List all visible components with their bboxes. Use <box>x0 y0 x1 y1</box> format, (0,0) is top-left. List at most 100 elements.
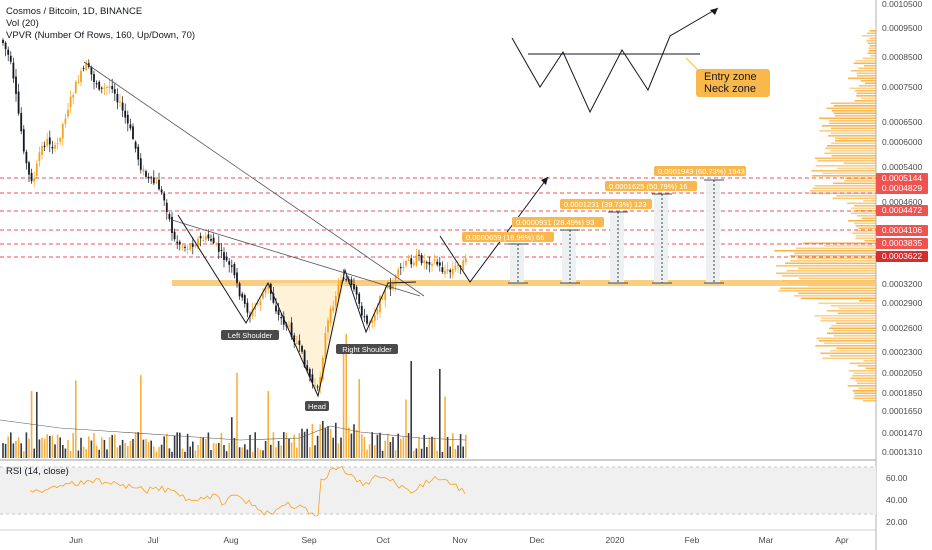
rsi-axis[interactable]: 60.00 40.00 20.00 <box>886 473 908 527</box>
volume-bar <box>270 444 272 458</box>
volume-bar <box>280 445 282 458</box>
volume-bar <box>90 440 93 458</box>
vpvr-bar <box>864 82 876 85</box>
entry-zone-callout: Entry zone Neck zone <box>696 69 770 97</box>
volume-bar <box>150 440 152 458</box>
candle-body <box>428 261 431 265</box>
volume-bar <box>262 450 264 458</box>
candle-body <box>15 76 17 94</box>
volume-bar <box>267 390 269 458</box>
candle-body <box>35 163 38 177</box>
volume-bar <box>129 440 132 458</box>
volume-bar <box>348 427 350 458</box>
vpvr-bar <box>780 287 876 290</box>
volume-legend[interactable]: Vol (20) <box>6 18 39 29</box>
candle-body <box>168 213 171 220</box>
trendline-2 <box>171 219 421 297</box>
vpvr-bar <box>817 160 876 162</box>
volume-bar <box>166 433 168 458</box>
volume-bar <box>337 443 340 458</box>
vpvr-bar <box>863 200 876 202</box>
vpvr-bar <box>814 157 876 160</box>
vpvr-bar <box>860 97 876 100</box>
candle-body <box>74 81 77 93</box>
candle-body <box>116 93 119 103</box>
candle-body <box>61 124 64 139</box>
volume-bar <box>272 432 275 458</box>
volume-bar <box>202 437 204 458</box>
candle-body <box>371 320 374 324</box>
candle-body <box>345 279 348 281</box>
vpvr-bar <box>831 142 876 145</box>
vpvr-bar <box>868 47 876 50</box>
projection-column <box>654 194 668 283</box>
candle-body <box>397 269 400 277</box>
time-axis[interactable]: Jun Jul Aug Sep Oct Nov Dec 2020 Feb Mar Apr <box>69 535 849 545</box>
volume-bar <box>56 434 59 458</box>
volume-bar <box>38 439 41 458</box>
candle-body <box>12 62 15 79</box>
vpvr-bar <box>829 122 876 125</box>
candle-body <box>355 286 358 295</box>
candle-body <box>197 238 199 247</box>
candle-body <box>446 268 449 272</box>
volume-bar <box>46 434 48 458</box>
volume-bar <box>454 449 457 458</box>
volume-bar <box>327 426 329 458</box>
vpvr-bar <box>793 295 876 297</box>
projection-label: 0.0000931 (28.49%) 93 <box>516 218 594 227</box>
volume-bar <box>397 433 399 458</box>
volume-bar <box>59 437 61 458</box>
volume-bar <box>322 420 324 458</box>
vpvr-legend[interactable]: VPVR (Number Of Rows, 160, Up/Down, 70) <box>6 30 196 41</box>
candle-body <box>386 286 389 288</box>
time-tick-label: Jun <box>69 535 83 545</box>
candle-body <box>233 263 236 276</box>
volume-bar <box>173 435 176 458</box>
volume-bar <box>358 378 360 458</box>
vpvr-bar <box>855 225 876 227</box>
vpvr-bar <box>812 175 876 177</box>
candle-body <box>457 264 459 266</box>
volume-bar <box>163 436 165 458</box>
candle-body <box>199 236 202 239</box>
volume-bar <box>444 396 446 458</box>
projection-label: 0.0001625 (50.79%) 16 <box>609 182 687 191</box>
symbol-legend[interactable]: Cosmos / Bitcoin, 1D, BINANCE <box>6 6 143 17</box>
price-level-tag: 0.0004829 <box>876 183 928 194</box>
volume-bar <box>54 444 56 458</box>
candle-body <box>251 309 254 317</box>
candle-body <box>111 85 114 90</box>
candle-body <box>132 126 134 139</box>
candle-body <box>145 171 147 177</box>
volume-bar <box>353 424 355 458</box>
price-level-tag: 0.0004472 <box>876 205 928 216</box>
price-tick-label: 0.0007500 <box>882 82 922 92</box>
candle-body <box>100 87 103 89</box>
candle-body <box>186 248 189 250</box>
svg-text:Head: Head <box>308 402 326 411</box>
candle-body <box>363 316 366 318</box>
projection-label: 0.0000659 (16.99%) 66 <box>466 233 544 242</box>
volume-bar <box>285 432 288 458</box>
candle-body <box>152 177 155 184</box>
candle-body <box>93 74 95 82</box>
vpvr-bar <box>858 227 876 230</box>
volume-bar <box>111 434 113 458</box>
vpvr-bar <box>852 390 876 392</box>
rsi-tick-label: 20.00 <box>886 517 908 527</box>
candle-body <box>9 55 12 62</box>
volume-bar <box>426 447 428 458</box>
left-shoulder-label: Left Shoulder <box>221 330 279 340</box>
projection-measures: 0.0000659 (16.99%) 66 0.0000931 (28.49%) … <box>462 166 746 284</box>
rsi-legend[interactable]: RSI (14, close) <box>6 466 69 477</box>
volume-bar <box>366 449 368 458</box>
volume-bar <box>233 437 236 458</box>
projection-label-box <box>462 232 554 242</box>
volume-bar <box>303 431 306 458</box>
candle-body <box>108 86 111 88</box>
volume-bar <box>4 443 7 458</box>
candle-body <box>298 340 301 345</box>
volume-bar <box>197 445 199 458</box>
